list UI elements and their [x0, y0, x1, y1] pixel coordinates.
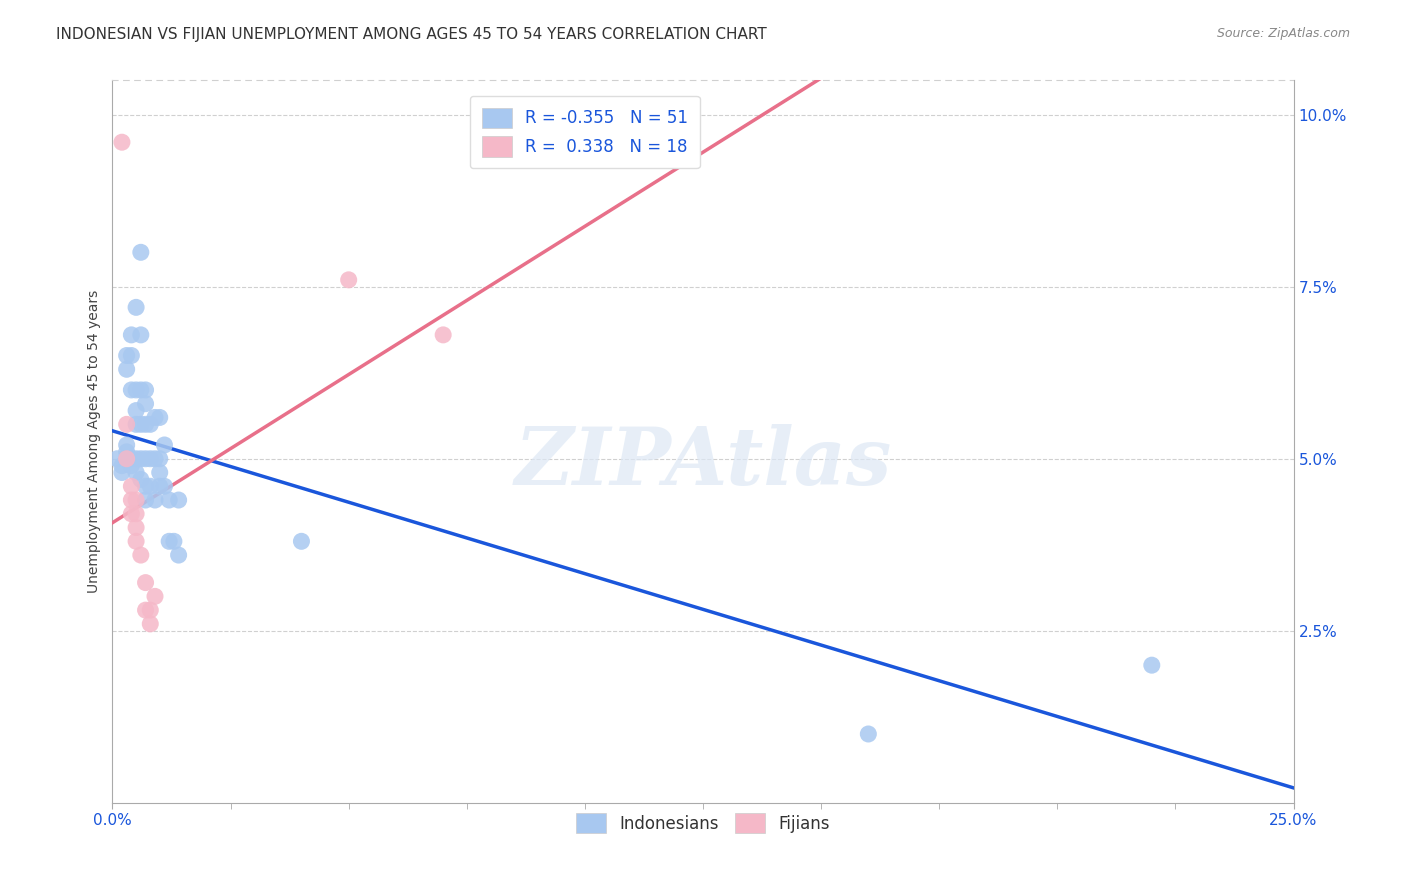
Point	[129, 548, 152, 562]
Point	[143, 410, 166, 425]
Point	[105, 451, 128, 466]
Point	[143, 493, 166, 508]
Point	[149, 410, 172, 425]
Point	[115, 362, 138, 376]
Point	[143, 451, 166, 466]
Point	[129, 383, 152, 397]
Point	[135, 451, 157, 466]
Point	[149, 466, 172, 480]
Point	[149, 451, 172, 466]
Point	[167, 548, 190, 562]
Point	[153, 479, 176, 493]
Point	[153, 438, 176, 452]
Point	[135, 383, 157, 397]
Point	[139, 479, 162, 493]
Point	[135, 417, 157, 432]
Point	[125, 451, 148, 466]
Point	[157, 534, 180, 549]
Point	[129, 417, 152, 432]
Text: ZIPAtlas: ZIPAtlas	[515, 425, 891, 502]
Point	[139, 603, 162, 617]
Point	[163, 534, 186, 549]
Point	[120, 349, 142, 363]
Point	[125, 403, 148, 417]
Point	[120, 327, 142, 342]
Point	[129, 472, 152, 486]
Text: Source: ZipAtlas.com: Source: ZipAtlas.com	[1216, 27, 1350, 40]
Point	[125, 417, 148, 432]
Point	[337, 273, 360, 287]
Point	[149, 479, 172, 493]
Point	[111, 135, 134, 149]
Point	[1140, 658, 1163, 673]
Point	[139, 417, 162, 432]
Point	[115, 451, 138, 466]
Text: INDONESIAN VS FIJIAN UNEMPLOYMENT AMONG AGES 45 TO 54 YEARS CORRELATION CHART: INDONESIAN VS FIJIAN UNEMPLOYMENT AMONG …	[56, 27, 768, 42]
Point	[125, 507, 148, 521]
Point	[125, 301, 148, 315]
Point	[125, 520, 148, 534]
Point	[120, 507, 142, 521]
Point	[129, 451, 152, 466]
Point	[157, 493, 180, 508]
Point	[290, 534, 312, 549]
Point	[120, 493, 142, 508]
Point	[115, 417, 138, 432]
Point	[115, 445, 138, 459]
Point	[143, 590, 166, 604]
Point	[120, 451, 142, 466]
Point	[111, 466, 134, 480]
Point	[125, 493, 148, 508]
Y-axis label: Unemployment Among Ages 45 to 54 years: Unemployment Among Ages 45 to 54 years	[87, 290, 101, 593]
Point	[125, 383, 148, 397]
Point	[111, 458, 134, 473]
Point	[139, 616, 162, 631]
Point	[120, 458, 142, 473]
Point	[125, 466, 148, 480]
Legend: Indonesians, Fijians: Indonesians, Fijians	[564, 801, 842, 845]
Point	[139, 451, 162, 466]
Point	[115, 451, 138, 466]
Point	[129, 327, 152, 342]
Point	[167, 493, 190, 508]
Point	[432, 327, 454, 342]
Point	[125, 534, 148, 549]
Point	[115, 438, 138, 452]
Point	[115, 349, 138, 363]
Point	[120, 383, 142, 397]
Point	[135, 603, 157, 617]
Point	[135, 493, 157, 508]
Point	[135, 479, 157, 493]
Point	[120, 479, 142, 493]
Point	[135, 397, 157, 411]
Point	[858, 727, 880, 741]
Point	[135, 575, 157, 590]
Point	[129, 245, 152, 260]
